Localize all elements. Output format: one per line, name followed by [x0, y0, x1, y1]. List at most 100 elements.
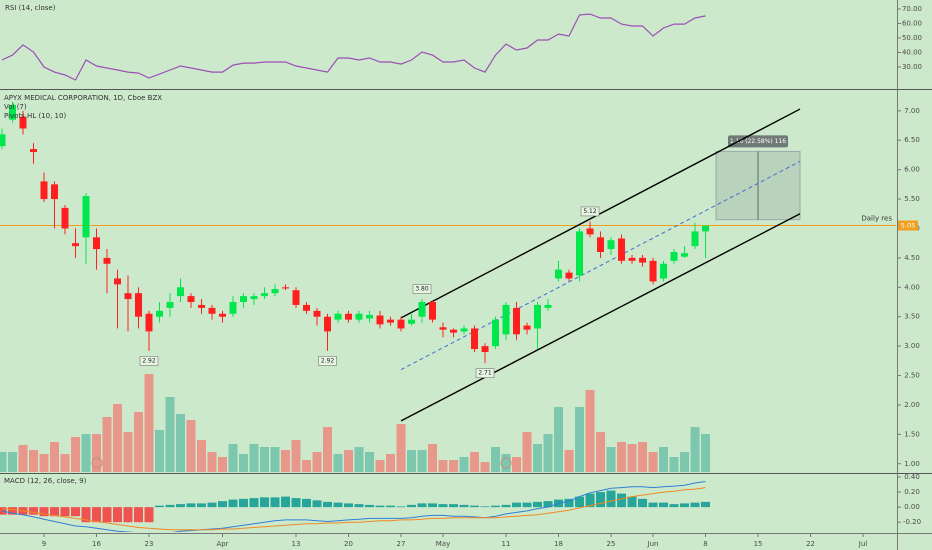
- volume-bar: [260, 447, 270, 472]
- volume-bar: [407, 450, 417, 472]
- volume-bar: [438, 460, 448, 472]
- macd-histogram-bar: [669, 504, 679, 508]
- volume-bar: [417, 450, 427, 472]
- macd-histogram-bar: [596, 492, 606, 508]
- candle-body: [639, 257, 647, 263]
- candle-body: [586, 228, 594, 235]
- candle-body: [135, 293, 143, 317]
- candle-body: [534, 304, 542, 329]
- macd-histogram-bar: [270, 497, 280, 508]
- macd-histogram-bar: [323, 501, 333, 508]
- volume-bar: [228, 444, 238, 472]
- macd-histogram-bar: [7, 507, 17, 515]
- candle-body: [208, 307, 216, 314]
- volume-bar: [7, 452, 17, 472]
- y-tick-label: 1.50: [904, 430, 920, 438]
- pivot-label: 2.92: [321, 357, 335, 364]
- volume-bar: [112, 404, 122, 472]
- x-tick-label: 9: [42, 540, 46, 548]
- macd-histogram-bar: [218, 501, 228, 508]
- candle-body: [113, 278, 121, 285]
- volume-bar: [281, 450, 291, 472]
- macd-histogram-bar: [449, 504, 459, 508]
- macd-histogram-bar: [344, 503, 354, 508]
- price-pane: 1.16 (22.58%) 116 2.92 2.92 3.80 2.71 5.12: [0, 102, 896, 472]
- volume-bar: [123, 432, 133, 472]
- macd-histogram-bar: [134, 507, 144, 523]
- pivot-label: 2.71: [478, 370, 492, 377]
- macd-histogram-bar: [417, 503, 427, 508]
- macd-histogram-bar: [112, 507, 122, 523]
- volume-bar: [0, 452, 7, 472]
- macd-histogram-bar: [407, 504, 417, 508]
- y-tick-label: 0.40: [904, 473, 920, 481]
- candle-body: [471, 328, 479, 350]
- event-marker[interactable]: [500, 457, 512, 469]
- pivot-box: [412, 284, 432, 294]
- volume-bar: [680, 452, 690, 472]
- candle-body: [387, 319, 395, 323]
- macd-histogram-bar: [680, 503, 690, 508]
- candle-body: [71, 243, 79, 247]
- candle-body: [355, 313, 363, 320]
- x-tick-label: 11: [502, 540, 511, 548]
- volume-bar: [606, 447, 616, 472]
- macd-histogram-bar: [365, 504, 375, 508]
- macd-histogram-bar: [575, 496, 585, 508]
- candle-body: [29, 149, 37, 152]
- volume-bar: [49, 442, 59, 472]
- volume-bar: [522, 432, 532, 472]
- pivot-box: [475, 368, 495, 378]
- candle-body: [198, 304, 206, 308]
- x-tick-label: 13: [292, 540, 301, 548]
- macd-histogram-bar: [165, 504, 175, 508]
- macd-histogram-bar: [638, 498, 648, 508]
- volume-bar: [323, 427, 333, 472]
- y-tick-label: 30.00: [902, 63, 922, 71]
- y-tick-label: 0.20: [904, 488, 920, 496]
- rsi-legend: RSI (14, close): [5, 4, 56, 12]
- macd-histogram-bar: [501, 504, 511, 508]
- volume-bar: [239, 454, 249, 472]
- y-tick-label: 4.00: [904, 283, 920, 291]
- volume-bar: [470, 452, 480, 472]
- macd-histogram-bar: [617, 493, 627, 508]
- candle-body: [513, 307, 521, 335]
- x-tick-label: 22: [806, 540, 815, 548]
- macd-histogram-bar: [155, 505, 165, 508]
- volume-bar: [617, 442, 627, 472]
- macd-histogram-bar: [260, 497, 270, 508]
- event-marker[interactable]: [91, 457, 103, 469]
- candle-body: [261, 293, 269, 297]
- volume-bar: [186, 420, 196, 472]
- macd-histogram-bar: [386, 505, 396, 508]
- volume-bar: [102, 417, 112, 472]
- y-tick-label: 60.00: [902, 19, 922, 27]
- candle-body: [292, 290, 300, 305]
- volume-bar: [333, 454, 343, 472]
- macd-histogram-bar: [333, 502, 343, 508]
- candle-body: [376, 315, 384, 325]
- x-tick-label: 16: [92, 540, 101, 548]
- macd-histogram-bar: [39, 507, 49, 517]
- candle-body: [187, 296, 195, 302]
- candle-body: [103, 257, 111, 264]
- macd-histogram-bar: [428, 503, 438, 508]
- candle-body: [649, 260, 657, 282]
- macd-histogram-bar: [228, 499, 238, 508]
- candle-body: [670, 252, 678, 261]
- y-tick-label: 3.00: [904, 342, 920, 350]
- volume-bar: [354, 447, 364, 472]
- resistance-label: Daily res: [861, 215, 892, 223]
- candle-body: [628, 257, 636, 261]
- macd-line: [1, 487, 706, 531]
- y-tick-label: -0.20: [903, 518, 921, 526]
- macd-histogram-bar: [396, 506, 406, 508]
- x-tick-label: 23: [145, 540, 154, 548]
- pivot-label: 5.12: [583, 208, 597, 215]
- macd-histogram-bar: [239, 498, 249, 508]
- y-tick-label: 6.50: [904, 136, 920, 144]
- macd-histogram-bar: [249, 498, 259, 508]
- candle-body: [408, 319, 416, 324]
- macd-histogram-bar: [459, 504, 469, 508]
